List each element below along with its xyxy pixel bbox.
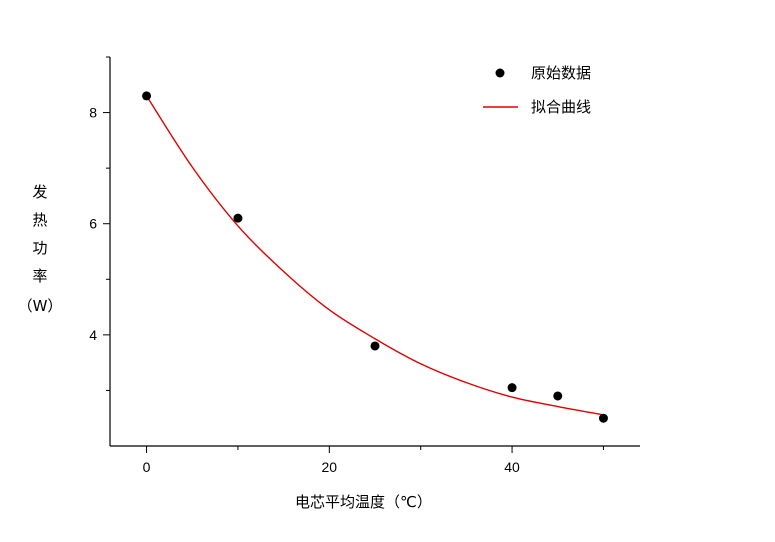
y-axis-title-unit: （W） [18,297,63,315]
axes: 0 20 40 4 6 8 [89,56,640,475]
legend-label-fit-curve: 拟合曲线 [531,98,591,116]
plot-marks [142,91,608,423]
x-axis-title: 电芯平均温度（℃） [295,493,432,511]
x-tick-label: 0 [143,459,151,475]
y-axis-title-char-3: 功 [32,239,47,257]
y-axis-title-char-1: 发 [32,183,47,201]
y-tick-label: 8 [89,105,97,121]
y-axis-title: 发 热 功 率 （W） [18,183,63,315]
legend-label-raw-data: 原始数据 [531,64,591,82]
legend-marker-raw-data [495,68,505,78]
y-tick-label: 6 [89,216,97,232]
data-point [507,383,517,393]
data-point [233,213,243,223]
data-point [598,413,608,423]
x-tick-label: 40 [504,459,520,475]
fit-curve-line [145,95,604,416]
data-point [553,391,563,401]
y-axis-title-char-2: 热 [32,211,47,229]
data-point [142,91,152,101]
data-point [370,341,380,351]
y-axis-title-char-4: 率 [32,267,47,285]
x-tick-label: 20 [322,459,338,475]
y-tick-label: 4 [89,327,97,343]
legend: 原始数据 拟合曲线 [483,64,591,116]
